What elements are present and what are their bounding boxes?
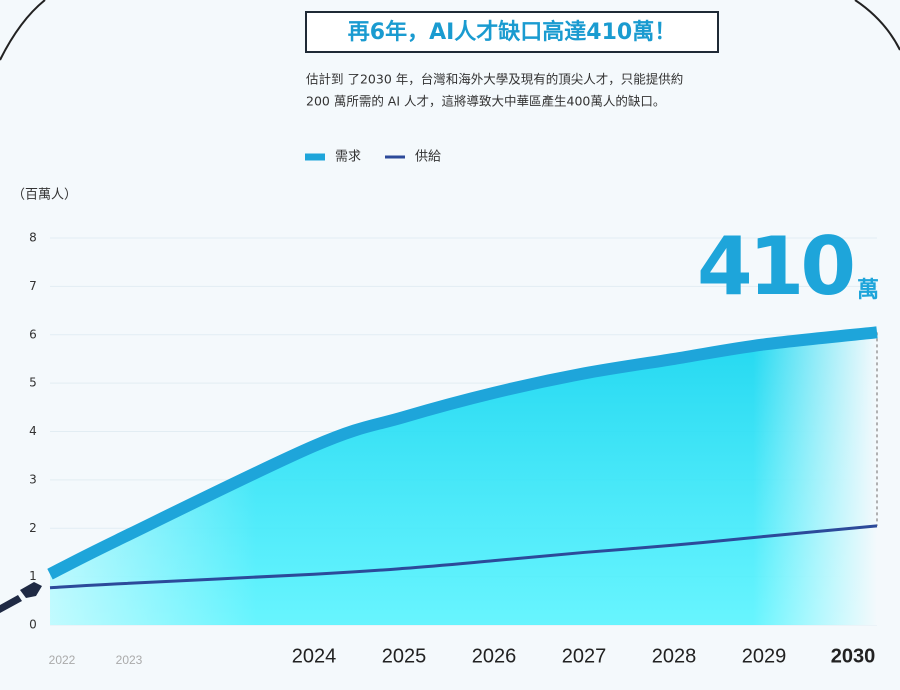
- chart-title: 再6年，AI人才缺口高達410萬！: [348, 19, 676, 45]
- subtitle: 200 萬所需的 AI 人才，這將導致大中華區產生400萬人的缺口。: [306, 94, 665, 109]
- figure: [0, 582, 42, 613]
- title-box: [305, 11, 719, 53]
- series-line: [47, 326, 878, 580]
- plot: 0 1 2 3 4 5 6 7 8 2022 2023 2024 2025 2026 2027 2028 202…: [29, 231, 878, 667]
- y-tick-label: 4: [29, 424, 37, 438]
- annotation-unit: 萬: [857, 278, 879, 303]
- y-tick-label: 2: [29, 521, 37, 535]
- y-axis-label: （百萬人）: [12, 188, 77, 203]
- x-tick-label: 2026: [472, 645, 517, 667]
- x-tick-label: 2023: [116, 653, 143, 667]
- y-tick-label: 5: [29, 376, 37, 390]
- y-tick-label: 1: [29, 569, 37, 583]
- x-tick-label: 2027: [562, 645, 607, 667]
- x-tick-label: 2022: [49, 653, 76, 667]
- y-tick-label: 8: [29, 231, 37, 245]
- y-tick-label: 0: [29, 618, 37, 632]
- series-line: [49, 524, 878, 590]
- x-tick-label: 2024: [292, 645, 337, 667]
- subtitle: 估計到 了2030 年，台灣和海外大學及現有的頂尖人才，只能提供約: [306, 72, 683, 87]
- x-tick-label: 2029: [742, 645, 787, 667]
- y-tick-label: 3: [29, 472, 37, 486]
- y-tick-label: 6: [29, 327, 37, 341]
- y-tick-label: 7: [29, 279, 37, 293]
- x-tick-label: 2025: [382, 645, 427, 667]
- decor-arc: [0, 0, 900, 61]
- gap-fade: [50, 332, 877, 625]
- legend-label: 需求: [335, 150, 361, 165]
- legend-label: 供給: [415, 150, 441, 165]
- annotation-value: 410: [697, 220, 852, 313]
- x-tick-label: 2030: [831, 645, 876, 667]
- x-tick-label: 2028: [652, 645, 697, 667]
